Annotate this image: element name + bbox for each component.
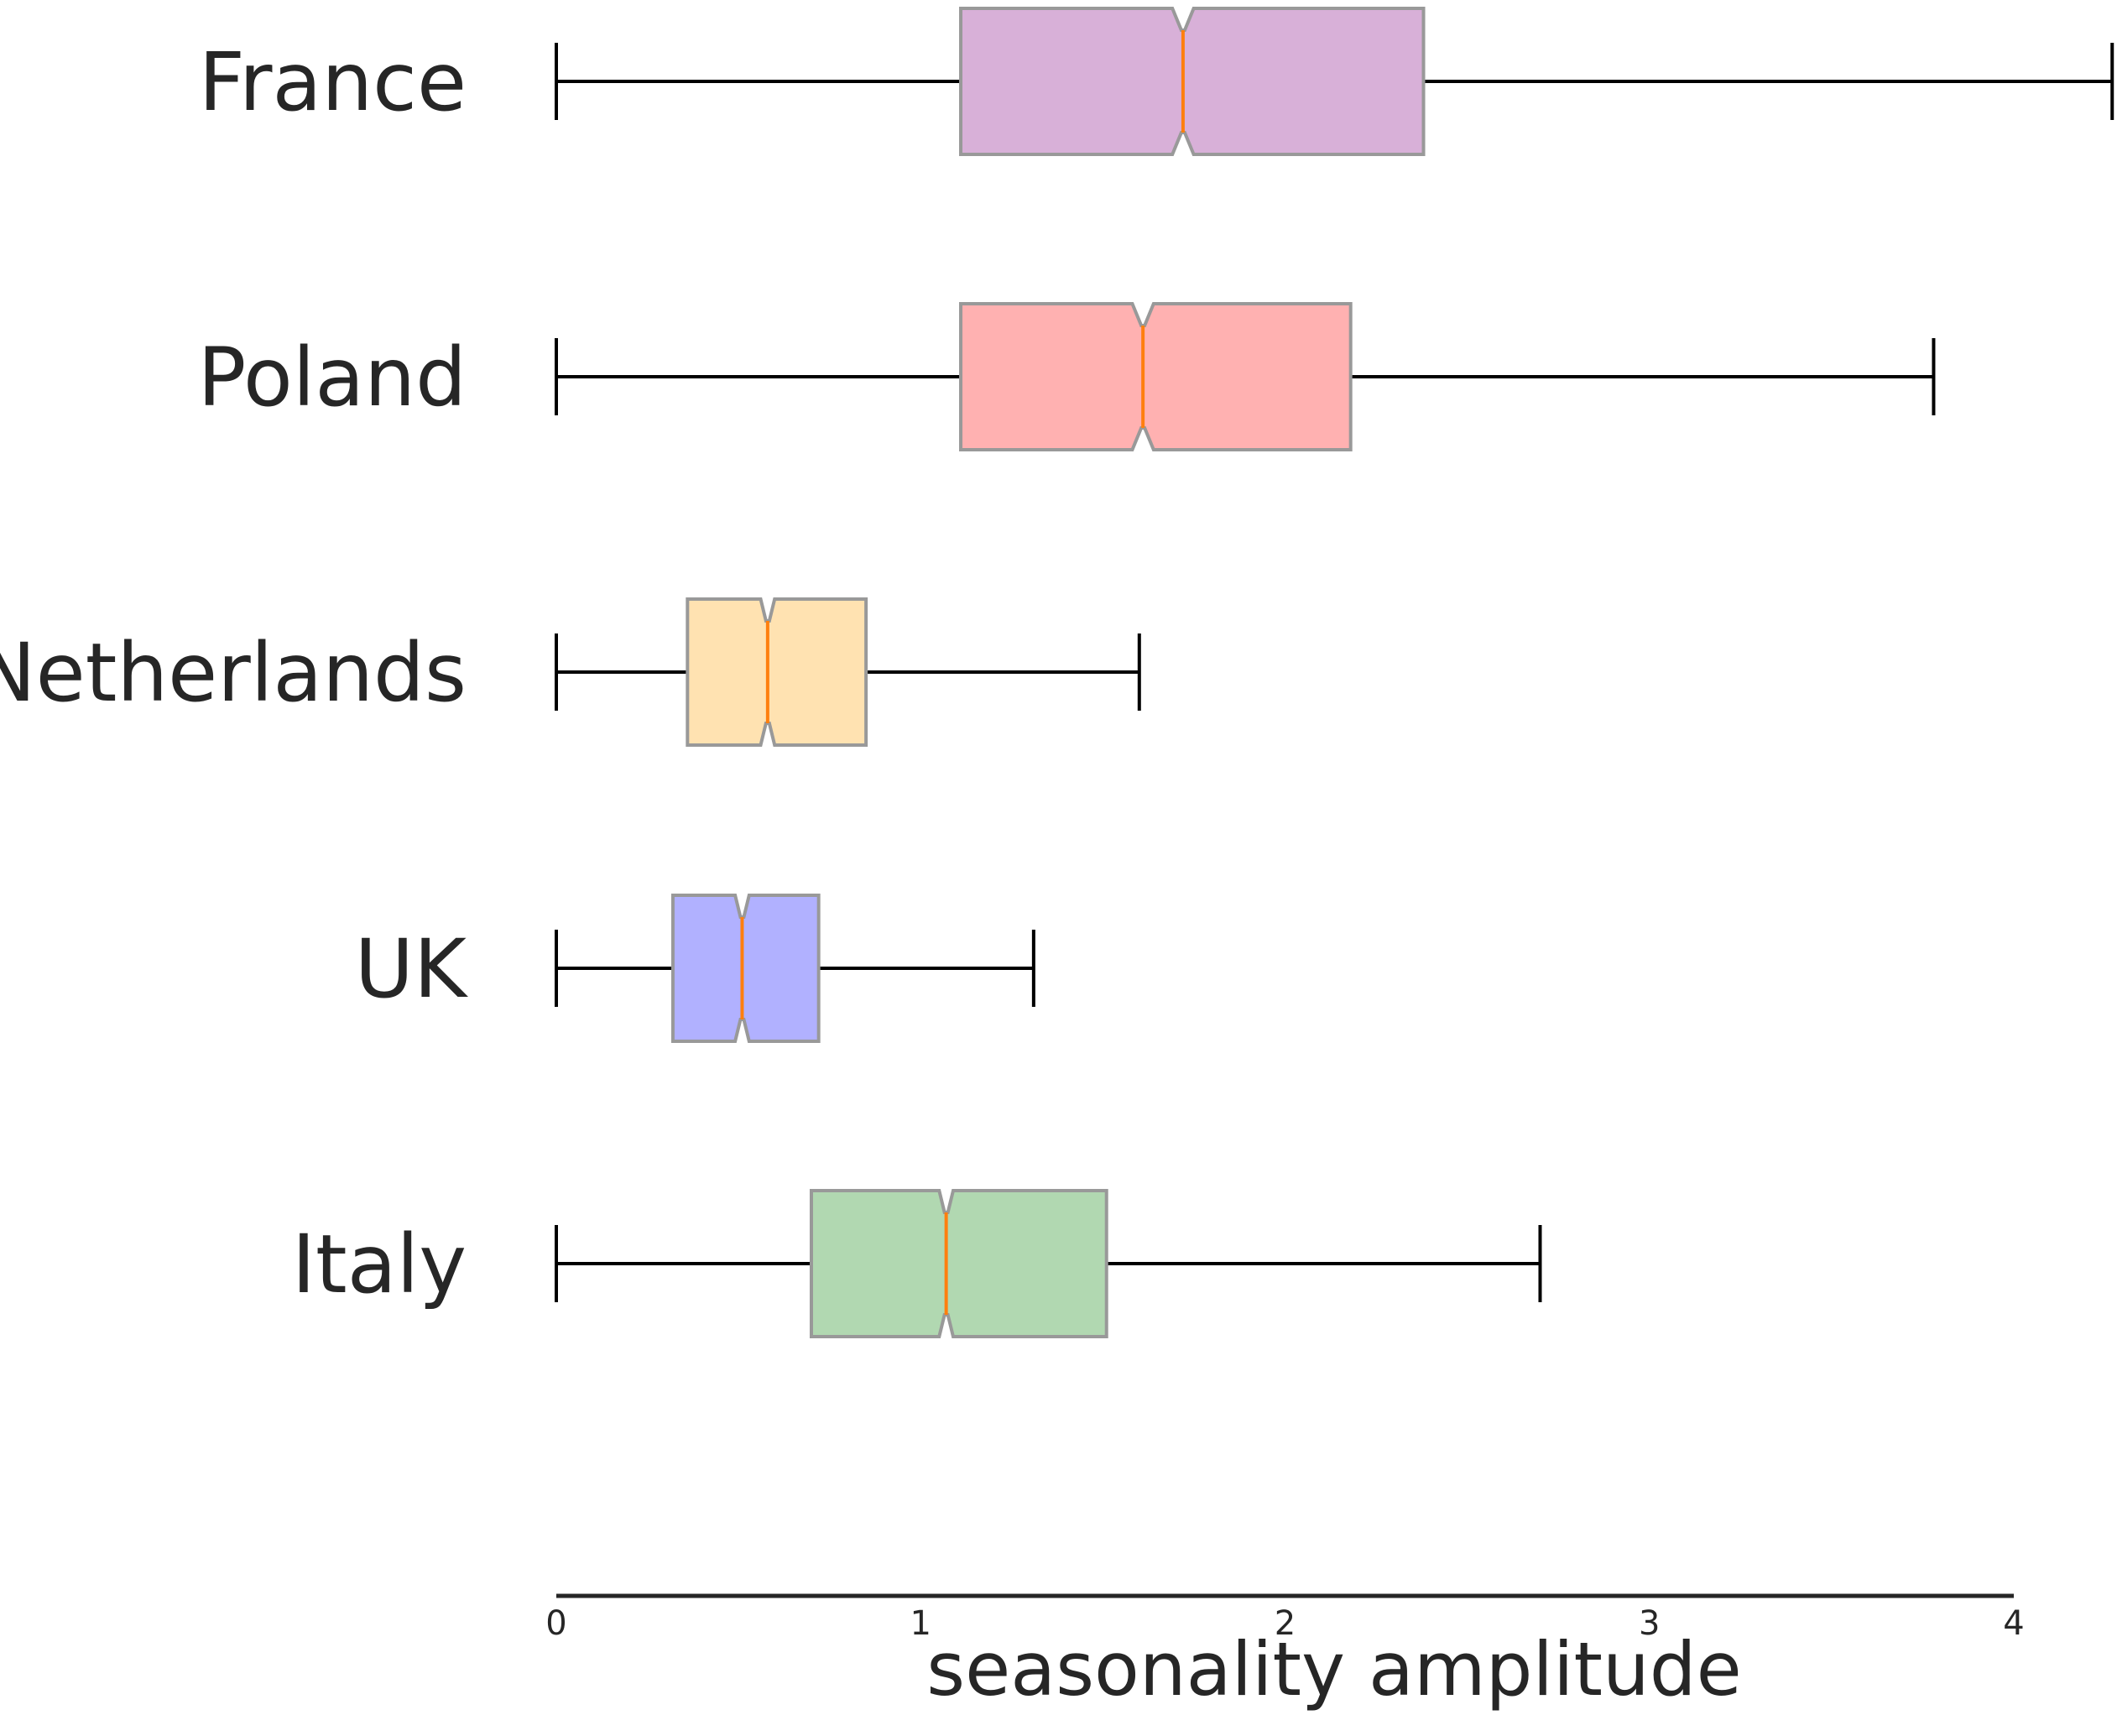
category-label: Italy (292, 1217, 467, 1311)
box-group (555, 1189, 1542, 1338)
category-label: UK (355, 922, 468, 1016)
boxes-layer (555, 7, 2114, 1338)
box-body (959, 7, 1426, 156)
x-axis: 0 1 2 3 4 seasonality amplitude (545, 1593, 2025, 1713)
category-labels: France Poland Netherlands UK Italy (0, 35, 468, 1311)
x-tick-label: 0 (545, 1604, 566, 1643)
x-axis-title: seasonality amplitude (926, 1626, 1741, 1713)
x-tick-label: 2 (1275, 1604, 1296, 1643)
category-label: France (199, 35, 467, 129)
x-tick-label: 4 (2003, 1604, 2024, 1643)
category-label: Poland (198, 331, 467, 425)
category-label: Netherlands (0, 626, 467, 720)
box-group (555, 597, 1141, 747)
box-group (555, 7, 2114, 156)
x-tick-label: 3 (1639, 1604, 1660, 1643)
box-group (555, 894, 1035, 1043)
box-body (959, 302, 1353, 451)
box-body (809, 1189, 1108, 1338)
box-group (555, 302, 1936, 451)
x-tick-labels: 0 1 2 3 4 (545, 1604, 2024, 1643)
box-body (686, 597, 868, 747)
box-body (670, 894, 821, 1043)
x-tick-label: 1 (910, 1604, 931, 1643)
